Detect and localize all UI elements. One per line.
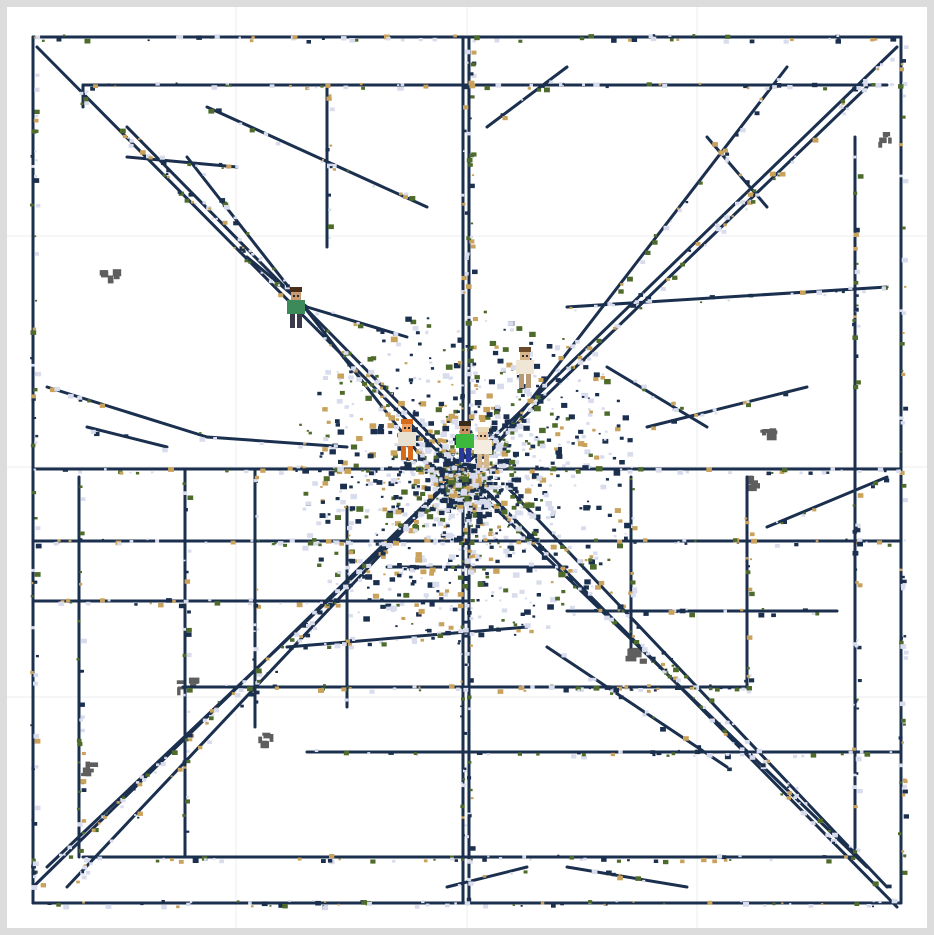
player-markers[interactable]	[287, 287, 534, 468]
explored-patches	[81, 132, 892, 777]
player-marker[interactable]	[287, 287, 305, 328]
player-marker[interactable]	[474, 427, 492, 468]
explored-map[interactable]	[7, 7, 927, 928]
player-marker[interactable]	[398, 419, 416, 460]
player-marker[interactable]	[456, 421, 474, 462]
player-marker[interactable]	[516, 347, 534, 388]
map-frame	[7, 7, 927, 928]
